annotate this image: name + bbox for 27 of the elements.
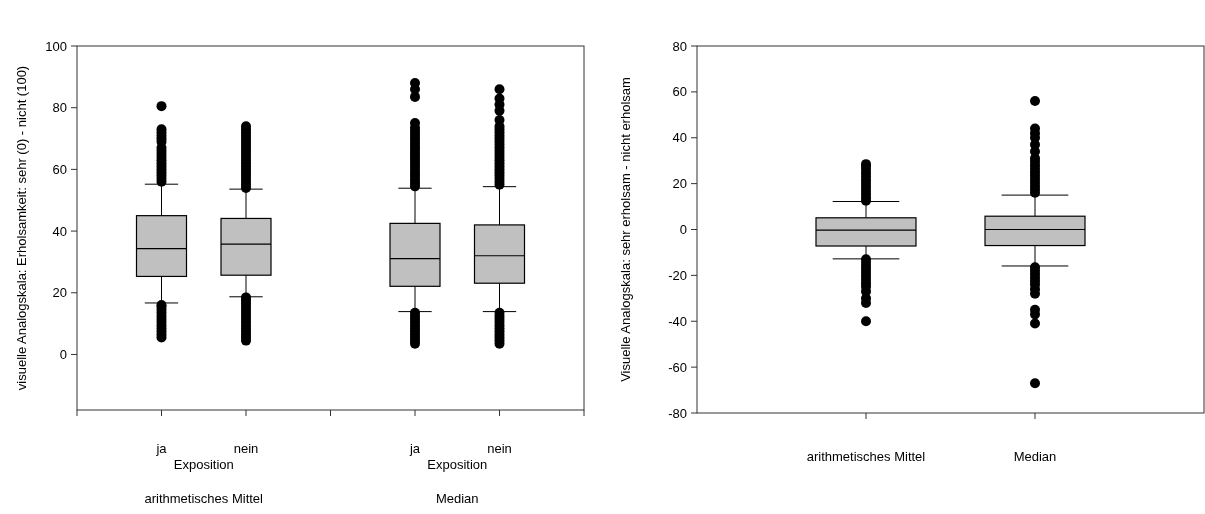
x-tick-label: arithmetisches Mittel	[806, 449, 926, 464]
x-tick-label: nein	[233, 441, 259, 456]
x-tick-label: ja	[408, 441, 421, 456]
y-tick-label: 60	[672, 84, 687, 100]
y-tick-label: -20	[668, 267, 687, 283]
y-tick-label: 20	[672, 176, 687, 192]
y-tick-label: 80	[52, 100, 67, 116]
y-tick-label: -60	[668, 359, 687, 375]
text: Median	[435, 491, 479, 506]
x-tick-label: nein	[487, 441, 512, 456]
x-tick-label: ja	[155, 441, 168, 456]
x-tick-label: Median	[1013, 449, 1057, 464]
y-tick-label: 20	[52, 285, 67, 301]
y-tick-label: -40	[668, 313, 687, 329]
y-tick-label: 80	[672, 38, 687, 54]
y-tick-label: 100	[45, 38, 67, 54]
text: arithmetisches Mittel	[144, 491, 264, 506]
text: Exposition	[173, 457, 234, 472]
y-tick-label: 0	[59, 347, 67, 363]
y-tick-label: 60	[52, 161, 67, 177]
y-tick-label: -80	[668, 405, 687, 421]
y-tick-label: 40	[672, 130, 687, 146]
y-axis-title: Visuelle Analogskala: sehr erholsam - nicht erholsam	[617, 77, 633, 382]
y-axis-title: visuelle Analogskala: Erholsamkeit: sehr (0) - nicht (100)	[13, 65, 29, 391]
y-tick-label: 40	[52, 223, 67, 239]
text: Exposition	[427, 457, 488, 472]
y-tick-label: 0	[679, 222, 687, 238]
